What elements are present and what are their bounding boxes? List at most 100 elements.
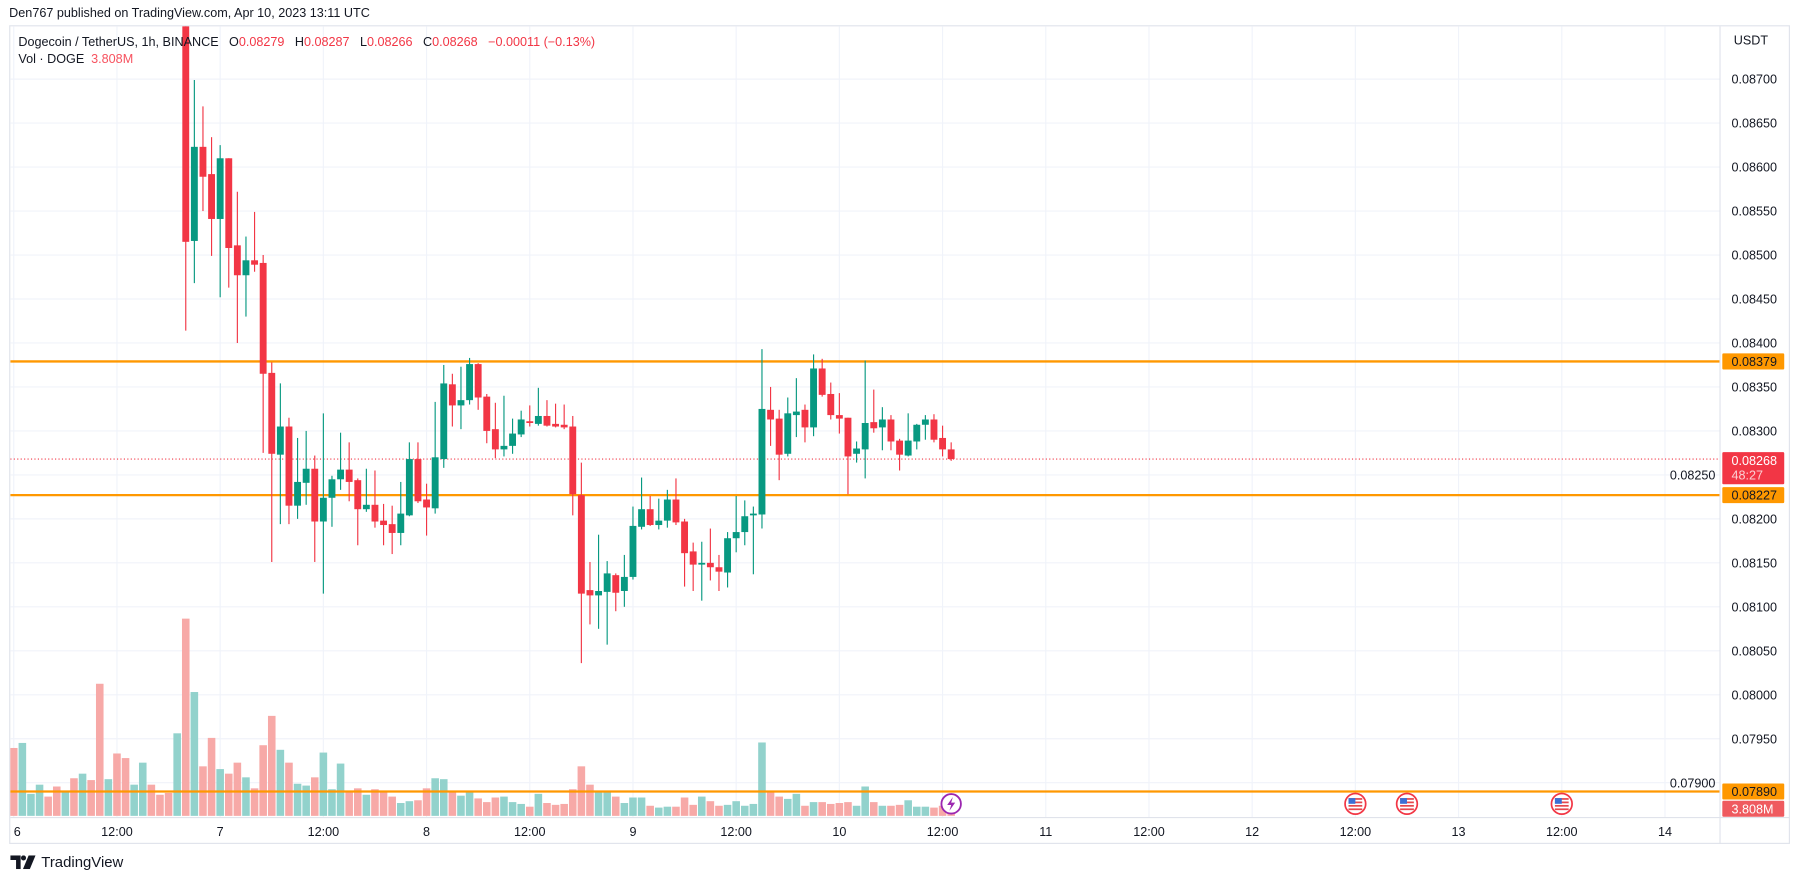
volume-bar (904, 800, 912, 816)
open-value: 0.08279 (238, 35, 285, 50)
volume-bar (663, 806, 672, 816)
candle (939, 425, 947, 457)
candle (397, 481, 405, 546)
volume-bar (113, 753, 121, 816)
volume-bar (405, 801, 414, 816)
candle-body (586, 590, 594, 596)
high-value: 0.08287 (303, 35, 350, 50)
candle (655, 498, 663, 530)
open-label: O (229, 35, 239, 50)
candle-body (268, 372, 276, 454)
candle (672, 478, 680, 526)
candle (500, 395, 508, 457)
candle (405, 442, 413, 517)
volume-bar (173, 733, 181, 816)
volume-bar (723, 804, 732, 816)
us-flag-icon[interactable] (1344, 792, 1367, 816)
volume-bar (130, 784, 138, 816)
candle-body (397, 513, 405, 533)
us-flag-icon[interactable] (1395, 792, 1419, 816)
candle-body (431, 457, 439, 509)
volume-bar (95, 683, 104, 816)
candle-body (792, 411, 800, 416)
time-tick-label: 9 (629, 825, 636, 839)
volume-bar (792, 793, 801, 816)
candle-body (827, 393, 835, 416)
us-flag-icon[interactable] (1550, 792, 1573, 816)
volume-bar (491, 797, 500, 816)
volume-bar (629, 797, 637, 816)
candle-body (534, 415, 542, 424)
close-label: C (422, 35, 433, 50)
price-axis[interactable]: USDT 0.08700 0.08650 0.08600 0.08550 0.08500… (1670, 34, 1777, 791)
volume-bar (422, 788, 431, 816)
last-price-tag-box (1722, 452, 1785, 485)
countdown-label: 48:27 (1731, 469, 1763, 483)
candle-body (646, 509, 654, 526)
candle (835, 393, 843, 434)
volume-bar (457, 795, 465, 816)
candle-body (715, 567, 723, 572)
volume-bar (138, 762, 147, 816)
candle-body (500, 445, 508, 450)
time-tick-label: 14 (1658, 825, 1672, 839)
time-tick-label: 12:00 (101, 825, 133, 839)
candle-body (233, 245, 241, 276)
candle (526, 405, 534, 427)
price-tick-label: 0.08250 (1670, 468, 1716, 482)
footer: TradingView (10, 853, 123, 870)
candle (319, 413, 327, 594)
candle-body (242, 260, 250, 276)
candle (311, 455, 319, 562)
candle-body (285, 426, 293, 506)
candle-body (629, 525, 637, 577)
candle (569, 415, 577, 516)
volume-bar (551, 804, 560, 816)
candle-body (620, 576, 628, 591)
candle-body (947, 449, 955, 460)
volume-bar (749, 803, 758, 816)
level-price-tag-box (1722, 353, 1785, 370)
volume-bar (52, 786, 61, 816)
volume-bar (250, 788, 259, 816)
candle (251, 211, 259, 272)
candle-body (388, 524, 396, 533)
candle (861, 360, 869, 479)
volume-bar (379, 791, 388, 816)
volume-bar (887, 805, 895, 816)
symbol-title[interactable]: Dogecoin / TetherUS, 1h, BINANCE (18, 35, 219, 50)
volume-label[interactable]: Vol · DOGE (18, 52, 85, 67)
candle (431, 401, 439, 514)
candle (440, 364, 448, 468)
level-price-tag: 0.08379 (1731, 355, 1777, 369)
candle-body (939, 437, 947, 450)
time-tick-label: 12 (1245, 825, 1259, 839)
volume-bar (930, 807, 938, 816)
lightning-icon[interactable] (940, 793, 962, 815)
candle (853, 441, 861, 463)
candle-body (767, 409, 775, 420)
candle-body (190, 146, 198, 241)
symbol-legend-row: Dogecoin / TetherUS, 1h, BINANCE O0.0827… (18, 34, 595, 51)
high-label: H (294, 35, 304, 50)
volume-bar (603, 791, 611, 816)
candle (259, 255, 267, 453)
volume-bar (121, 758, 130, 816)
candle (784, 397, 792, 457)
flag-stripe (1400, 808, 1414, 811)
flag-canton (1554, 798, 1562, 804)
volume-bar (18, 742, 27, 816)
candle-body (784, 413, 792, 454)
candle-body (457, 400, 465, 406)
price-tick-label: 0.08700 (1731, 73, 1777, 87)
event-markers[interactable] (940, 792, 1573, 816)
volume-bar (560, 803, 568, 816)
brand-name[interactable]: TradingView (41, 853, 124, 871)
candle (388, 505, 396, 555)
volume-bar (611, 796, 620, 816)
volume-bar (104, 779, 113, 816)
candle (483, 393, 491, 444)
time-axis[interactable]: 6 12:00 7 12:00 8 12:00 9 12:00 10 12:00 11 12:00 12… (14, 825, 1672, 839)
volume-bar (809, 802, 818, 816)
